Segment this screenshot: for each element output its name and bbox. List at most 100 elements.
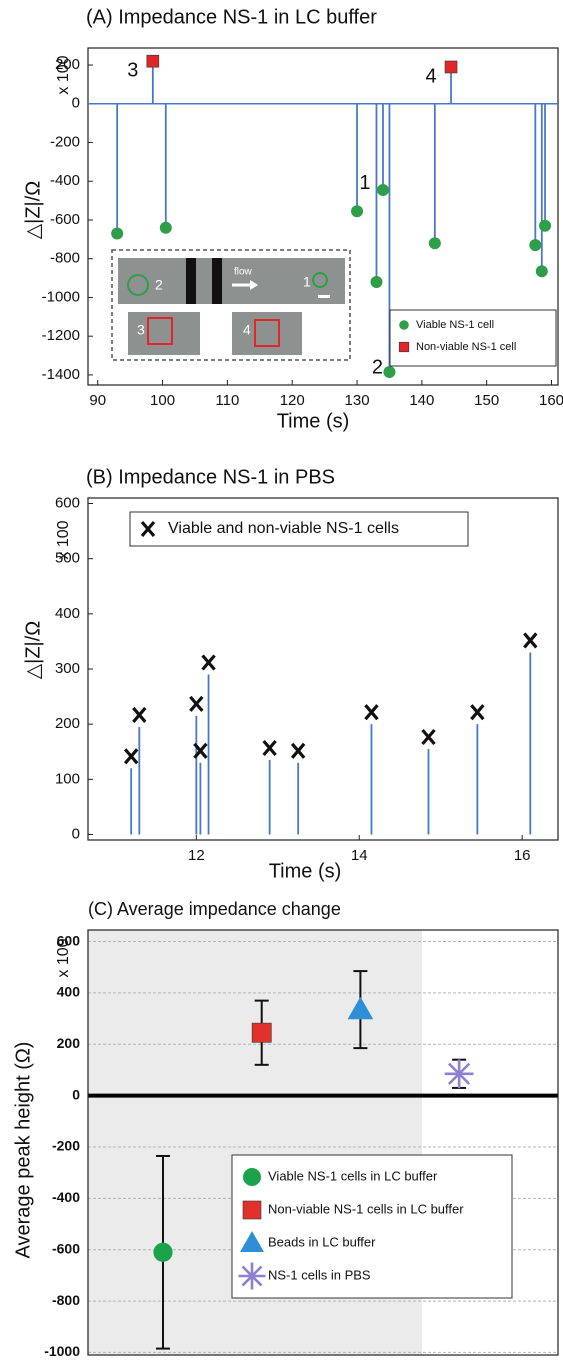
point	[444, 1059, 474, 1089]
legend-label: Viable and non-viable NS-1 cells	[168, 520, 399, 537]
x-tick-label: 90	[89, 392, 106, 409]
x-tick-label: 140	[409, 392, 434, 409]
plot-frame	[87, 497, 559, 841]
legend-box	[231, 1154, 513, 1299]
y-tick-label: -1000	[44, 1343, 80, 1359]
x-axis-label: Time (s)	[277, 410, 350, 432]
legend-marker	[140, 520, 156, 538]
inset-electrode	[212, 258, 222, 304]
x-tick-label: 100	[150, 392, 175, 409]
y-tick-label: 0	[72, 825, 80, 842]
y-tick-label: -800	[50, 250, 80, 267]
legend-marker	[243, 1168, 261, 1186]
x-tick-label: 110	[215, 392, 239, 409]
y-tick-label: 500	[55, 550, 80, 567]
point	[146, 54, 160, 68]
legend-marker	[399, 320, 409, 330]
y-tick-label: 200	[55, 56, 80, 73]
point	[189, 695, 204, 712]
point	[364, 704, 379, 721]
point	[123, 748, 139, 765]
annotation: 1	[359, 172, 370, 194]
legend-label: Viable NS-1 cell	[416, 319, 494, 331]
inset-cell-marker	[312, 272, 328, 288]
inset-photo	[118, 258, 345, 304]
point	[470, 704, 485, 721]
y-tick-label: 600	[55, 494, 80, 511]
point	[421, 728, 436, 746]
y-tick-label: -400	[52, 1189, 80, 1205]
y-multiplier: x 100	[55, 55, 72, 94]
point	[193, 742, 208, 759]
legend-label: Beads in LC buffer	[268, 1234, 376, 1249]
y-tick-label: 100	[55, 770, 80, 787]
y-tick-label: 0	[72, 95, 80, 112]
y-tick-label: 400	[55, 605, 80, 622]
legend-marker	[242, 1200, 262, 1220]
x-tick-label: 12	[188, 847, 205, 864]
point	[370, 275, 383, 288]
inset-cell-marker	[147, 317, 173, 345]
x-tick-label: 16	[514, 847, 531, 864]
inset: 2 flow 1 3 4	[111, 249, 351, 361]
x-tick-label: 14	[351, 847, 368, 864]
point	[376, 183, 389, 196]
point	[529, 239, 542, 252]
point	[159, 221, 172, 234]
annotation: 4	[425, 65, 436, 87]
x-axis-label: Time (s)	[269, 860, 342, 882]
y-tick-label: -200	[50, 133, 80, 150]
legend-label: Viable NS-1 cells in LC buffer	[268, 1168, 438, 1183]
panel: (B) Impedance NS-1 in PBS 0 100 200 300 400 50…	[22, 466, 559, 882]
inset-label: 4	[243, 322, 251, 338]
point	[111, 227, 124, 240]
inset-photo	[128, 312, 200, 355]
chart-title: (C) Average impedance change	[88, 899, 341, 919]
y-tick-label: -600	[52, 1240, 80, 1256]
legend-marker	[238, 1262, 266, 1290]
annotation: 2	[372, 356, 383, 378]
point	[262, 739, 277, 757]
y-tick-label: -1000	[42, 288, 80, 305]
inset-electrode	[186, 258, 196, 304]
point	[539, 219, 552, 232]
y-tick-label: 300	[55, 660, 80, 677]
inset-label: flow	[234, 267, 253, 278]
point	[153, 1242, 173, 1262]
legend-label: Non-viable NS-1 cell	[416, 341, 516, 353]
plot-frame	[87, 47, 559, 386]
x-tick-label: 150	[474, 392, 499, 409]
y-tick-label: 400	[57, 984, 81, 1000]
point	[523, 632, 538, 649]
y-axis-label: △|Z|/Ω	[22, 621, 44, 680]
inset-cell-marker	[254, 319, 280, 347]
panel: (C) Average impedance change 600 400 200 0 -2…	[12, 899, 559, 1359]
y-tick-label: -600	[50, 211, 80, 228]
y-tick-label: -400	[50, 172, 80, 189]
x-tick-label: 160	[539, 392, 563, 409]
y-axis-label: △|Z|/Ω	[22, 181, 44, 240]
point	[444, 60, 458, 74]
inset-scale-bar	[318, 295, 330, 298]
point	[428, 237, 441, 250]
legend-marker	[398, 341, 410, 353]
panel: (A) Impedance NS-1 in LC buffer 200 0 -200 -…	[22, 6, 563, 432]
point	[290, 742, 306, 759]
y-axis-label: Average peak height (Ω)	[12, 1042, 34, 1259]
inset-label: 3	[137, 322, 145, 338]
point	[132, 706, 147, 723]
y-tick-label: -1200	[42, 327, 80, 344]
inset-label: 1	[303, 274, 311, 290]
point	[535, 265, 548, 278]
y-tick-label: -800	[52, 1292, 80, 1308]
plot-frame	[87, 929, 559, 1356]
legend-label: NS-1 cells in PBS	[268, 1267, 371, 1282]
x-tick-label: 130	[345, 392, 370, 409]
y-tick-label: 600	[57, 932, 81, 948]
chart-title: (A) Impedance NS-1 in LC buffer	[86, 6, 377, 28]
y-multiplier: x 100	[55, 938, 72, 977]
point	[347, 996, 374, 1020]
point	[251, 1022, 272, 1043]
